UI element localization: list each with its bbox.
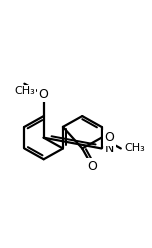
Text: O: O xyxy=(87,159,97,173)
Text: CH₃: CH₃ xyxy=(124,144,145,154)
Text: CH₃: CH₃ xyxy=(14,86,35,96)
Text: N: N xyxy=(105,142,114,155)
Text: O: O xyxy=(39,88,49,101)
Text: O: O xyxy=(104,131,114,144)
